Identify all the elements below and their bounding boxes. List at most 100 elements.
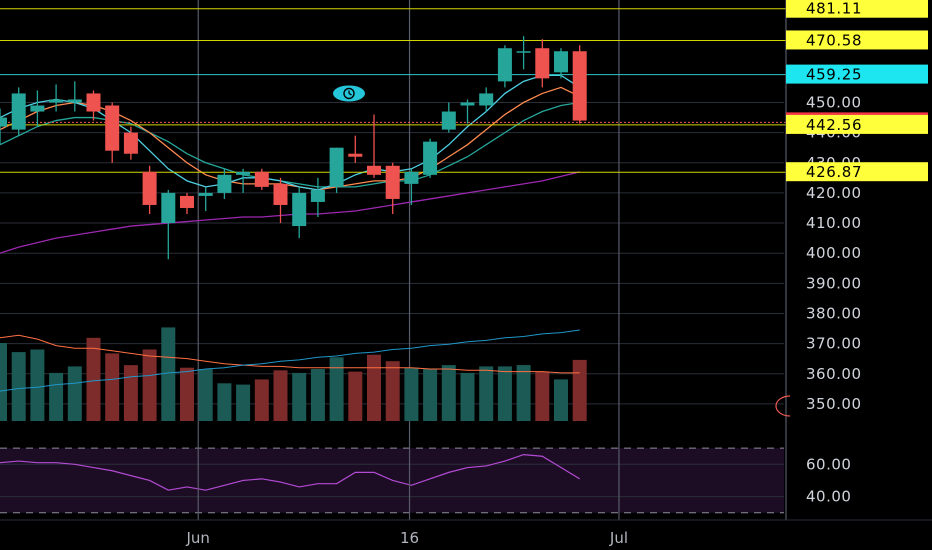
rsi-tick-label: 40.00 bbox=[806, 488, 851, 506]
candle-body-22 bbox=[404, 171, 419, 184]
candle-body-23 bbox=[423, 141, 438, 175]
volume-bar-11 bbox=[198, 369, 213, 421]
candle-body-24 bbox=[441, 111, 456, 130]
volume-bar-4 bbox=[67, 366, 82, 421]
volume-bar-15 bbox=[273, 370, 288, 421]
price-tick-label: 350.00 bbox=[806, 395, 862, 413]
price-badge-label: 459.25 bbox=[806, 66, 862, 84]
time-axis[interactable]: Jun 16 Jul bbox=[0, 519, 932, 547]
horizontal-levels bbox=[0, 8, 786, 173]
candle-body-1 bbox=[11, 93, 26, 130]
volume-bar-25 bbox=[460, 372, 475, 421]
volume-bar-19 bbox=[348, 371, 363, 421]
rsi-tick-label: 60.00 bbox=[806, 455, 851, 473]
candle-body-25 bbox=[460, 102, 475, 106]
price-tick-label: 380.00 bbox=[806, 304, 862, 322]
candle-body-8 bbox=[142, 171, 157, 205]
candle-body-5 bbox=[86, 93, 101, 112]
volume-bar-6 bbox=[105, 353, 120, 421]
price-badge-label: 426.87 bbox=[806, 163, 862, 181]
price-badge-0 bbox=[786, 0, 928, 18]
candle-body-15 bbox=[273, 183, 288, 205]
volume-bar-31 bbox=[572, 359, 587, 421]
price-badge-2 bbox=[786, 64, 928, 84]
volume-bar-26 bbox=[479, 366, 494, 421]
volume-bar-29 bbox=[535, 371, 550, 421]
candle-body-31 bbox=[572, 51, 587, 121]
candle-body-19 bbox=[348, 153, 363, 157]
price-tick-label: 370.00 bbox=[806, 335, 862, 353]
volume-bar-30 bbox=[554, 379, 568, 421]
volume-bar-28 bbox=[516, 365, 531, 421]
vertical-grid bbox=[197, 0, 620, 520]
price-tick-label: 450.00 bbox=[806, 93, 862, 111]
candle-body-10 bbox=[180, 195, 194, 208]
volume-bar-18 bbox=[329, 357, 344, 421]
volume-bar-3 bbox=[49, 372, 64, 421]
volume-bar-8 bbox=[142, 349, 157, 421]
candle-body-3 bbox=[49, 99, 64, 103]
price-badge-label: 481.11 bbox=[806, 0, 862, 18]
volume-bar-1 bbox=[11, 352, 26, 421]
price-badge-label: 442.56 bbox=[806, 116, 862, 134]
candle-body-27 bbox=[497, 48, 512, 82]
candles bbox=[0, 36, 587, 260]
time-tick-label: 16 bbox=[400, 529, 419, 547]
volume-bar-13 bbox=[236, 384, 251, 421]
ma-slow-line bbox=[0, 101, 580, 188]
candle-body-14 bbox=[254, 171, 269, 187]
volume-bar-27 bbox=[497, 366, 512, 421]
candle-body-4 bbox=[67, 99, 82, 103]
candle-body-2 bbox=[30, 105, 45, 112]
candle-body-30 bbox=[554, 51, 568, 73]
price-badge-4 bbox=[786, 114, 928, 134]
price-tick-label: 410.00 bbox=[806, 214, 862, 232]
volume-bar-16 bbox=[292, 372, 307, 421]
alarm-clock-face bbox=[343, 87, 355, 100]
volume-bar-7 bbox=[123, 365, 138, 421]
candle-body-29 bbox=[535, 48, 550, 79]
alert-marker[interactable] bbox=[333, 85, 365, 102]
price-axis[interactable]: 350.00 360.00 370.00 380.00 390.00 400.00 410.… bbox=[775, 0, 862, 520]
candle-body-11 bbox=[198, 192, 213, 196]
candle-body-26 bbox=[479, 93, 494, 106]
rsi-pane bbox=[0, 447, 784, 514]
volume-bar-9 bbox=[161, 327, 176, 421]
price-badge-1 bbox=[786, 30, 928, 50]
candle-body-16 bbox=[292, 192, 307, 227]
price-tick-label: 420.00 bbox=[806, 184, 862, 202]
candle-body-0 bbox=[0, 117, 7, 127]
candle-body-7 bbox=[123, 132, 138, 154]
candle-body-9 bbox=[161, 192, 176, 224]
volume-bar-24 bbox=[441, 365, 456, 421]
volume-ma-slow bbox=[0, 329, 580, 392]
ma-long-line bbox=[0, 171, 580, 254]
volume-bar-23 bbox=[423, 369, 438, 421]
candle-body-28 bbox=[516, 51, 531, 53]
volume-bar-20 bbox=[367, 354, 381, 421]
volume-bars bbox=[0, 327, 587, 421]
volume-bar-17 bbox=[310, 369, 325, 421]
volume-bar-10 bbox=[180, 367, 194, 421]
rsi-line bbox=[0, 454, 581, 491]
volume-bar-0 bbox=[0, 343, 7, 421]
candle-body-13 bbox=[236, 171, 251, 175]
volume-bar-22 bbox=[404, 367, 419, 421]
price-tick-label: 400.00 bbox=[806, 244, 862, 262]
alarm-clock-hand-hour bbox=[348, 92, 352, 96]
candle-body-17 bbox=[310, 189, 325, 202]
volume-bar-14 bbox=[254, 379, 269, 421]
price-scale-arrow-icon bbox=[775, 395, 791, 417]
volume-bar-5 bbox=[86, 337, 101, 421]
time-tick-label: Jul bbox=[609, 529, 628, 547]
volume-moving-averages bbox=[0, 329, 580, 392]
volume-bar-12 bbox=[217, 383, 232, 421]
candle-body-12 bbox=[217, 174, 232, 193]
price-tick-label: 360.00 bbox=[806, 365, 862, 383]
volume-bar-2 bbox=[30, 349, 45, 421]
price-badge-label: 470.58 bbox=[806, 31, 862, 49]
volume-bar-21 bbox=[385, 361, 400, 421]
time-tick-label: Jun bbox=[186, 529, 210, 547]
